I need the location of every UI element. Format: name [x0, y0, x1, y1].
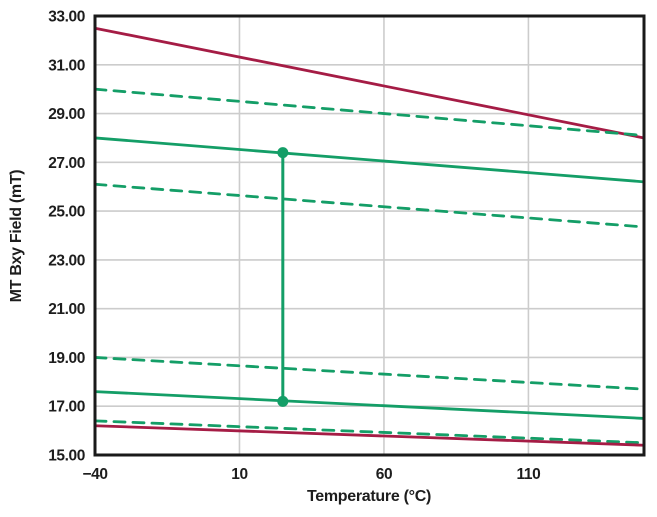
y-tick-label: 27.00: [48, 155, 85, 172]
lower-limit-red-solid-line: [93, 424, 646, 447]
upper-green-dashed-low-line: [93, 182, 646, 229]
upper-green-solid-line: [93, 136, 646, 184]
upper-limit-red-solid-line: [93, 26, 646, 140]
y-tick-label: 17.00: [48, 399, 85, 416]
series-lines: [93, 26, 646, 447]
y-axis-title: MT Bxy Field (mT): [8, 170, 25, 303]
y-tick-label: 15.00: [48, 448, 85, 465]
y-tick-label: 33.00: [48, 9, 85, 26]
x-tick-label: 60: [376, 466, 392, 483]
lower-green-dashed-low-line: [93, 419, 646, 445]
x-tick-label: 10: [231, 466, 247, 483]
lower-green-dashed-high-line: [93, 356, 646, 391]
y-tick-label: 31.00: [48, 57, 85, 74]
lower-green-solid-line: [93, 390, 646, 420]
y-tick-label: 23.00: [48, 252, 85, 269]
upper-green-dashed-high-line: [93, 87, 646, 137]
connector-bottom-marker: [277, 395, 289, 407]
plot-border: [93, 14, 646, 457]
tick-labels: 15.00 17.00 19.00 21.00 23.00 25.00 27.00 29.00…: [48, 9, 541, 484]
x-axis-title: Temperature (°C): [307, 488, 431, 505]
connector-top-marker: [277, 147, 289, 159]
annotation-connector: [277, 147, 289, 407]
y-tick-label: 29.00: [48, 106, 85, 123]
y-tick-label: 21.00: [48, 301, 85, 318]
x-tick-label: −40: [82, 466, 107, 483]
gridlines: [95, 16, 644, 455]
x-tick-label: 110: [517, 466, 541, 483]
y-tick-label: 25.00: [48, 204, 85, 221]
y-tick-label: 19.00: [48, 350, 85, 367]
